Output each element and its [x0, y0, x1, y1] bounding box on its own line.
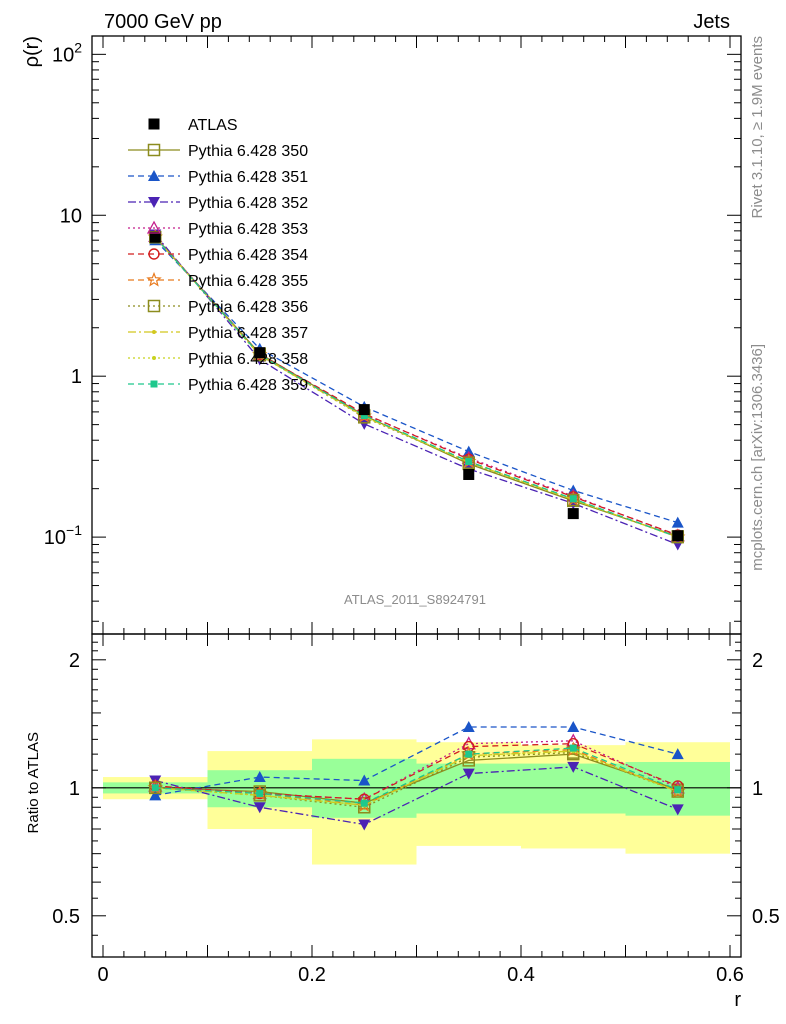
legend-label: Pythia 6.428 355 [188, 273, 308, 290]
data-point [569, 495, 577, 503]
data-point [567, 493, 580, 507]
data-point [462, 456, 475, 469]
legend: ATLAS Pythia 6.428 350 Pythia 6.428 351 Pyt… [128, 117, 308, 394]
ratio-point [462, 720, 475, 732]
x-tick-label: 0.6 [716, 964, 744, 986]
ratio-point [671, 804, 684, 816]
legend-marker [148, 118, 160, 130]
ratio-ylabel: Ratio to ATLAS [25, 732, 42, 833]
legend-label: Pythia 6.428 352 [188, 195, 308, 212]
ratio-point [567, 761, 580, 773]
data-point [672, 530, 684, 542]
y-tick-label: 10−1 [44, 522, 82, 549]
data-point [358, 404, 370, 416]
ratio-point [671, 748, 684, 760]
legend-marker [146, 271, 162, 287]
ratio-point [360, 799, 368, 807]
data-point [358, 418, 371, 430]
analysis-watermark: ATLAS_2011_S8924791 [344, 592, 486, 607]
y-tick-label: 1 [71, 366, 82, 388]
ratio-point [253, 802, 266, 814]
series-line [154, 234, 678, 546]
legend-label: ATLAS [188, 117, 238, 134]
ratio-point [256, 789, 264, 797]
y-tick-label: 10 [60, 205, 82, 227]
legend-label: Pythia 6.428 357 [188, 325, 308, 342]
y-tick-label: 0.5 [52, 906, 80, 928]
data-point [360, 411, 368, 419]
ratio-point [358, 774, 371, 786]
ratio-series-line [155, 750, 678, 806]
legend-label: Pythia 6.428 359 [188, 377, 308, 394]
y-tick-label-right: 0.5 [752, 906, 780, 928]
legend-label: Pythia 6.428 354 [188, 247, 308, 264]
legend-marker [152, 330, 156, 334]
ratio-point [567, 720, 580, 732]
y-tick-label-right: 2 [752, 650, 763, 672]
legend-marker [152, 356, 156, 360]
data-point [254, 347, 266, 359]
ratio-bands [92, 739, 741, 865]
legend-marker [147, 299, 161, 313]
ratio-point [465, 750, 473, 758]
y-tick-label: 102 [52, 39, 82, 66]
ratio-point [462, 768, 475, 780]
header-right: Jets [693, 11, 730, 33]
ratio-point [149, 789, 162, 801]
y-tick-label-right: 1 [752, 778, 763, 800]
x-tick-label: 0.2 [298, 964, 326, 986]
legend-marker [150, 380, 158, 388]
legend-label: Pythia 6.428 351 [188, 169, 308, 186]
legend-marker [148, 197, 160, 208]
ratio-point [674, 786, 682, 794]
legend-marker [147, 143, 161, 157]
main-series [147, 228, 686, 551]
legend-marker [148, 248, 160, 260]
series-line [154, 236, 678, 538]
ratio-series [147, 720, 686, 831]
main-axes: 10−1 1 10 102 [44, 35, 742, 635]
ratio-point [358, 819, 371, 831]
ratio-point [253, 771, 266, 783]
ratio-axes: 0 0.2 0.4 0.6 0.5 0.5 1 1 2 2 [52, 633, 780, 986]
data-point [149, 231, 161, 243]
y-tick-label: 2 [69, 650, 80, 672]
legend-label: Pythia 6.428 358 [188, 351, 308, 368]
ratio-series-line [155, 740, 679, 800]
legend-marker [146, 220, 162, 234]
ratio-point [671, 785, 684, 798]
data-point [567, 508, 579, 520]
x-axis-label: r [734, 989, 741, 1011]
legend-marker [148, 170, 160, 181]
ratio-series-line [155, 753, 678, 804]
header-left: 7000 GeV pp [104, 11, 222, 33]
main-ylabel: ρ(r) [21, 36, 43, 67]
mcplots-info: mcplots.cern.ch [arXiv:1306.3436] [749, 344, 766, 571]
ratio-series-line [155, 766, 678, 826]
x-tick-label: 0.4 [507, 964, 535, 986]
data-point [465, 458, 473, 466]
x-tick-label: 0 [97, 964, 108, 986]
legend-label: Pythia 6.428 353 [188, 221, 308, 238]
ratio-point [151, 784, 159, 792]
legend-label: Pythia 6.428 350 [188, 143, 308, 160]
y-tick-label: 1 [69, 778, 80, 800]
ratio-point [569, 744, 577, 752]
legend-label: Pythia 6.428 356 [188, 299, 308, 316]
data-point [671, 516, 684, 528]
series-line [154, 239, 678, 524]
data-point [463, 468, 475, 480]
rivet-info: Rivet 3.1.10, ≥ 1.9M events [749, 36, 766, 219]
ratio-series-line [155, 726, 678, 796]
